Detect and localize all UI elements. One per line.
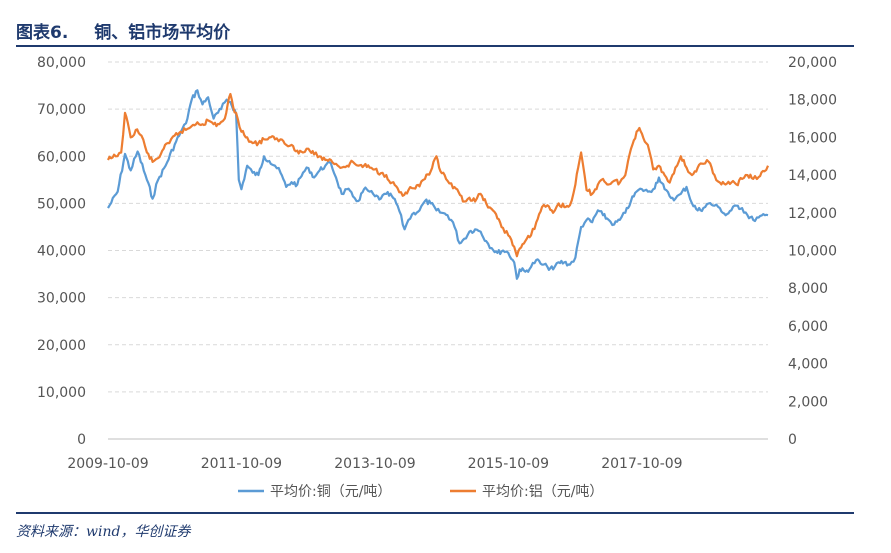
figure-title: 图表6. 铜、铝市场平均价: [16, 18, 230, 43]
x-axis-ticks: 2009-10-09 2011-10-09 2013-10-09 2015-10-09…: [67, 456, 682, 472]
x-tick-label: 2009-10-09: [67, 456, 148, 472]
series-line-aluminum: [107, 92, 770, 258]
x-tick-label: 2015-10-09: [468, 456, 549, 472]
x-tick-label: 2017-10-09: [601, 456, 682, 472]
y-left-tick-label: 0: [77, 432, 86, 448]
y-left-tick-label: 40,000: [37, 244, 86, 260]
y-right-tick-label: 20,000: [788, 55, 837, 71]
y-right-tick-label: 14,000: [788, 168, 837, 184]
y-left-tick-label: 80,000: [37, 55, 86, 71]
y-right-tick-label: 6,000: [788, 319, 828, 335]
y-left-tick-label: 10,000: [37, 385, 86, 401]
title-rule: [16, 45, 854, 47]
series-lines: [107, 89, 770, 280]
series-line-copper: [107, 89, 769, 280]
x-tick-label: 2013-10-09: [334, 456, 415, 472]
y-right-tick-label: 12,000: [788, 206, 837, 222]
legend: 平均价:铜（元/吨） 平均价:铝（元/吨）: [238, 484, 603, 500]
right-axis-ticks: 0 2,000 4,000 6,000 8,000 10,000 12,000 14,000 1…: [788, 55, 837, 448]
y-right-tick-label: 0: [788, 432, 797, 448]
y-right-tick-label: 16,000: [788, 130, 837, 146]
gridlines: [108, 61, 768, 440]
y-right-tick-label: 10,000: [788, 244, 837, 260]
legend-label: 平均价:铝（元/吨）: [482, 484, 603, 500]
y-right-tick-label: 8,000: [788, 281, 828, 297]
y-right-tick-label: 18,000: [788, 93, 837, 109]
y-right-tick-label: 2,000: [788, 394, 828, 410]
y-left-tick-label: 50,000: [37, 196, 86, 212]
source-rule: [16, 512, 854, 514]
y-right-tick-label: 4,000: [788, 357, 828, 373]
y-left-tick-label: 60,000: [37, 149, 86, 165]
legend-label: 平均价:铜（元/吨）: [270, 484, 391, 500]
figure-number: 图表6.: [16, 23, 69, 43]
figure-title-text: 铜、铝市场平均价: [94, 23, 231, 43]
left-axis-ticks: 0 10,000 20,000 30,000 40,000 50,000 60,000 70,…: [37, 55, 86, 448]
x-tick-label: 2011-10-09: [201, 456, 282, 472]
y-left-tick-label: 30,000: [37, 291, 86, 307]
source-note: 资料来源：wind，华创证券: [16, 524, 191, 540]
y-left-tick-label: 70,000: [37, 102, 86, 118]
y-left-tick-label: 20,000: [37, 338, 86, 354]
